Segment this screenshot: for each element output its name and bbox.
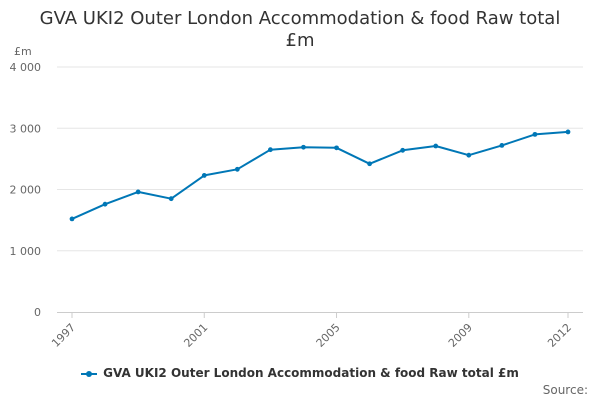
chart-title-line-1: GVA UKI2 Outer London Accommodation & fo… (39, 8, 561, 29)
data-point-2012 (565, 129, 571, 135)
chart-title-line-2: £m (285, 30, 315, 51)
data-point-2003 (268, 147, 273, 153)
data-point-2011 (532, 131, 538, 137)
x-tick-label-0: 1997 (49, 321, 78, 350)
x-tick-label-2: 2005 (314, 321, 343, 350)
x-tick-label-4: 2012 (545, 321, 574, 350)
data-point-2006 (367, 161, 372, 167)
source-label: Source: (542, 383, 588, 397)
data-point-2002 (234, 166, 240, 172)
data-point-2001 (201, 173, 207, 178)
data-point-1999 (135, 189, 141, 195)
chart-title: GVA UKI2 Outer London Accommodation & fo… (0, 8, 600, 52)
data-point-1998 (102, 201, 108, 207)
y-tick-label-0: 0 (34, 306, 41, 319)
x-tick-label-3: 2009 (446, 321, 475, 350)
data-point-2004 (301, 144, 306, 150)
x-tick-label-1: 2001 (181, 321, 210, 350)
y-axis-unit-label: £m (14, 45, 32, 58)
x-axis-ticks: 1997 2001 2005 2009 2012 (49, 312, 574, 350)
series-line-0 (71, 130, 569, 220)
y-axis-ticks: 0 1 000 2 000 3 000 4 000 (10, 61, 42, 319)
series (69, 129, 571, 222)
data-point-2010 (499, 143, 505, 148)
legend-series-marker (81, 369, 98, 379)
data-point-2007 (400, 147, 406, 153)
grid-lines (57, 66, 583, 252)
data-point-2008 (433, 143, 439, 149)
y-tick-label-2: 2 000 (10, 184, 42, 197)
data-point-2009 (466, 152, 472, 158)
y-tick-label-4: 4 000 (10, 61, 42, 74)
data-point-1997 (69, 216, 75, 222)
y-tick-label-3: 3 000 (10, 122, 42, 135)
y-tick-label-1: 1 000 (10, 245, 42, 258)
data-point-2000 (168, 196, 174, 202)
legend[interactable]: GVA UKI2 Outer London Accommodation & fo… (0, 366, 600, 380)
legend-series-label: GVA UKI2 Outer London Accommodation & fo… (103, 366, 519, 380)
data-point-2005 (334, 145, 339, 151)
